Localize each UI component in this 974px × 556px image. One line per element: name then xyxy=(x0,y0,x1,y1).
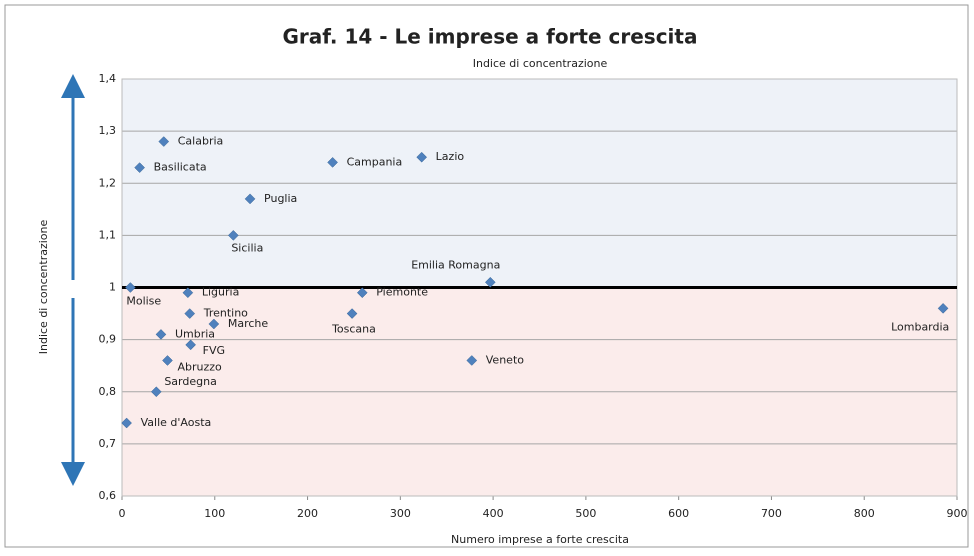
y-tick-label: 1,3 xyxy=(99,124,117,137)
y-tick-label: 0,7 xyxy=(99,437,117,450)
point xyxy=(184,308,196,319)
point xyxy=(124,282,136,293)
x-tick-label: 400 xyxy=(483,507,504,520)
chart-title: Graf. 14 - Le imprese a forte crescita xyxy=(283,25,698,49)
point xyxy=(244,193,256,205)
point-label: Campania xyxy=(347,155,403,168)
point xyxy=(158,136,170,147)
y-tick-label: 0,6 xyxy=(99,489,117,502)
point xyxy=(155,329,167,340)
point-label: FVG xyxy=(203,344,225,357)
point-label: Valle d'Aosta xyxy=(141,416,212,429)
point xyxy=(227,230,239,241)
y-tick-label: 1 xyxy=(109,281,116,294)
point-label: Calabria xyxy=(178,135,224,148)
x-tick-label: 100 xyxy=(204,507,225,520)
point xyxy=(466,355,478,366)
point-label: Basilicata xyxy=(154,161,207,174)
x-tick-label: 0 xyxy=(119,507,126,520)
y-tick-label: 1,2 xyxy=(99,176,117,189)
point-label: Sicilia xyxy=(231,241,263,254)
point xyxy=(484,276,496,288)
y-tick-label: 1,4 xyxy=(99,72,117,85)
point-label: Piemonte xyxy=(376,286,428,299)
point xyxy=(185,339,197,351)
point xyxy=(937,302,949,314)
point xyxy=(416,151,428,163)
point xyxy=(182,287,194,299)
x-axis-label: Numero imprese a forte crescita xyxy=(451,533,629,546)
y-tick-label: 0,9 xyxy=(99,333,117,346)
point xyxy=(346,308,358,319)
point-label: Emilia Romagna xyxy=(411,258,500,271)
y-axis-label: Indice di concentrazione xyxy=(37,220,50,355)
point xyxy=(327,157,338,168)
point xyxy=(356,287,368,299)
point-label: Lazio xyxy=(436,150,465,163)
chart-subtitle: Indice di concentrazione xyxy=(473,57,608,70)
point-label: Liguria xyxy=(202,286,239,299)
y-tick-label: 1,1 xyxy=(99,228,117,241)
x-tick-label: 200 xyxy=(297,507,318,520)
x-tick-label: 500 xyxy=(575,507,596,520)
point xyxy=(150,386,162,398)
x-tick-label: 600 xyxy=(668,507,689,520)
point-label: Trentino xyxy=(203,307,248,320)
point-label: Veneto xyxy=(486,353,524,366)
point-label: Umbria xyxy=(175,327,215,340)
point-label: Marche xyxy=(228,317,269,330)
point-label: Toscana xyxy=(331,323,376,336)
point xyxy=(134,162,145,173)
x-tick-label: 300 xyxy=(390,507,411,520)
point xyxy=(162,355,173,366)
point-label: Molise xyxy=(126,295,161,308)
point-label: Sardegna xyxy=(164,375,217,388)
x-tick-label: 700 xyxy=(761,507,782,520)
x-tick-label: 800 xyxy=(854,507,875,520)
point xyxy=(121,417,132,429)
y-tick-label: 0,8 xyxy=(99,385,117,398)
point-label: Lombardia xyxy=(891,320,949,333)
point-label: Abruzzo xyxy=(177,360,222,373)
point xyxy=(208,318,220,330)
x-tick-label: 900 xyxy=(947,507,968,520)
point-label: Puglia xyxy=(264,192,297,205)
